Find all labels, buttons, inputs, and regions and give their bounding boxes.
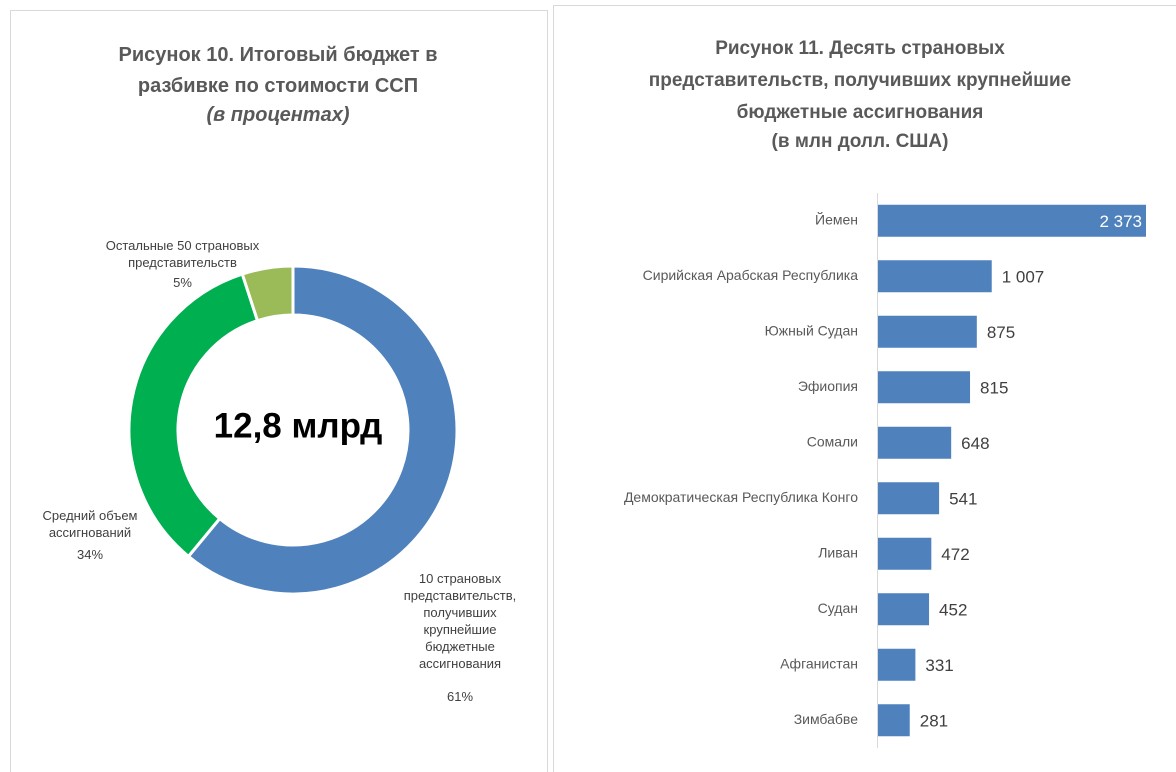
- bar: [878, 593, 930, 626]
- chart-subtitle: (в млн долл. США): [771, 131, 949, 152]
- donut-segment: [186, 264, 459, 596]
- chart-subtitle: (в процентах): [206, 104, 350, 126]
- bar: [878, 260, 992, 293]
- segment-label: Остальные 50 страновых представительств: [105, 238, 260, 270]
- bar: [878, 482, 940, 515]
- category-label: Афганистан: [780, 655, 858, 671]
- chart-title: Рисунок 10. Итоговый бюджет в разбивке п…: [118, 44, 438, 97]
- category-label: Сирийская Арабская Республика: [643, 267, 859, 283]
- value-label: 1 007: [1002, 268, 1045, 287]
- panel-left: [10, 10, 548, 772]
- category-label: Сомали: [807, 433, 858, 449]
- category-label: Ливан: [818, 544, 858, 560]
- value-label: 331: [925, 656, 953, 675]
- category-label: Судан: [818, 600, 858, 616]
- donut-segment: [127, 272, 260, 559]
- value-label: 61%: [446, 689, 474, 704]
- bar: [878, 648, 916, 681]
- chart-title: Рисунок 11. Десять страновых представите…: [648, 38, 1072, 123]
- bar: [878, 204, 1146, 237]
- value-label: 875: [987, 323, 1015, 342]
- category-label: Демократическая Республика Конго: [624, 489, 858, 505]
- value-label: 541: [949, 490, 977, 509]
- value-label: 2 373: [1099, 212, 1142, 231]
- category-label: Зимбабве: [794, 711, 859, 727]
- segment-label: Средний объем ассигнований: [42, 508, 138, 540]
- value-label: 452: [939, 601, 967, 620]
- bar: [878, 537, 932, 570]
- value-label: 34%: [76, 547, 104, 562]
- value-label: 5%: [173, 275, 192, 290]
- category-label: Эфиопия: [798, 378, 858, 394]
- center-label: 12,8 млрд: [214, 406, 383, 445]
- segment-label: 10 страновых представительств, получивши…: [403, 571, 517, 671]
- bar: [878, 426, 952, 459]
- category-label: Южный Судан: [765, 322, 858, 338]
- donut-segment: [240, 264, 295, 323]
- value-label: 472: [941, 545, 969, 564]
- value-label: 815: [980, 379, 1008, 398]
- bar: [878, 704, 910, 737]
- value-label: 648: [961, 434, 989, 453]
- bar: [878, 371, 971, 404]
- panel-right: [553, 5, 1176, 772]
- category-label: Йемен: [815, 210, 858, 227]
- bar: [878, 315, 977, 348]
- value-label: 281: [920, 712, 948, 731]
